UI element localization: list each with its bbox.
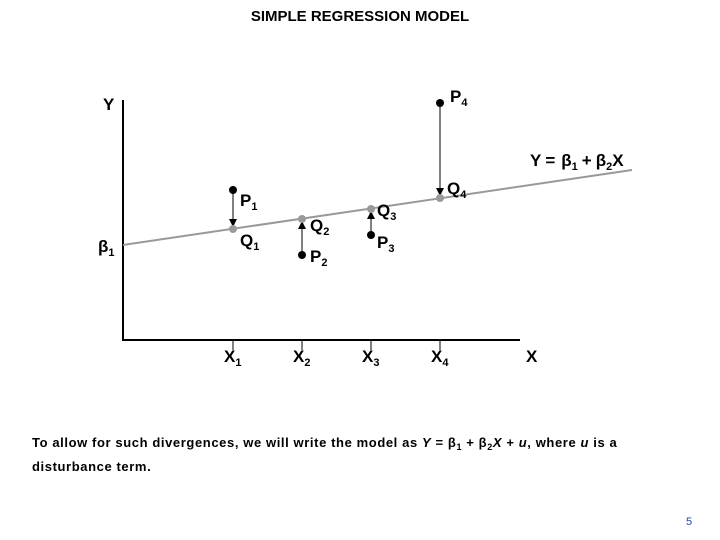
caption-text: β bbox=[447, 435, 457, 450]
text-part: β bbox=[561, 151, 571, 170]
caption-text: β bbox=[478, 435, 488, 450]
text-part: 1 bbox=[572, 161, 578, 173]
caption-text: + bbox=[502, 435, 519, 450]
x-label: X1 bbox=[224, 347, 241, 369]
text-part: 4 bbox=[461, 97, 468, 109]
text-part: 3 bbox=[388, 243, 394, 255]
text-part: 3 bbox=[390, 211, 396, 223]
caption-text: is a disturbance term. bbox=[32, 435, 618, 474]
text-part: β bbox=[98, 237, 108, 256]
q-point bbox=[298, 215, 306, 223]
text-part: X bbox=[224, 347, 236, 366]
text-part: 2 bbox=[304, 357, 310, 369]
line-equation: Y = β1 + β2X bbox=[530, 151, 624, 173]
title: SIMPLE REGRESSION MODEL bbox=[251, 8, 469, 25]
q-point bbox=[436, 194, 444, 202]
text-part: 1 bbox=[253, 241, 259, 253]
caption-text: X bbox=[492, 435, 503, 450]
text-part: 2 bbox=[321, 257, 327, 269]
p-label: P3 bbox=[377, 233, 394, 255]
text-part: 3 bbox=[373, 357, 379, 369]
text-part: X bbox=[362, 347, 374, 366]
text-part: 2 bbox=[323, 226, 329, 238]
caption-text: = bbox=[431, 435, 448, 450]
text-part: Y bbox=[530, 151, 542, 170]
text-part: Q bbox=[310, 216, 323, 235]
x-label: X3 bbox=[362, 347, 379, 369]
p-label: P1 bbox=[240, 191, 257, 213]
text-part: P bbox=[450, 87, 461, 106]
text-part: = bbox=[545, 151, 555, 170]
text-part: P bbox=[310, 247, 321, 266]
caption-text: u bbox=[580, 435, 590, 450]
text-part: X bbox=[431, 347, 443, 366]
text-part: X bbox=[293, 347, 305, 366]
caption-text: u bbox=[518, 435, 528, 450]
x-label: X4 bbox=[431, 347, 449, 369]
p-label: P2 bbox=[310, 247, 327, 269]
q-label: Q4 bbox=[447, 179, 467, 201]
y-axis-label: Y bbox=[103, 95, 115, 114]
caption: To allow for such divergences, we will w… bbox=[32, 433, 672, 476]
page-number: 5 bbox=[686, 516, 693, 528]
caption-text: To allow for such divergences, we will w… bbox=[32, 435, 422, 450]
p-point bbox=[229, 186, 237, 194]
text-part: 2 bbox=[606, 161, 612, 173]
text-part: 4 bbox=[442, 357, 449, 369]
caption-text: 2 bbox=[487, 442, 493, 452]
text-part: 1 bbox=[251, 201, 257, 213]
regression-line bbox=[122, 169, 633, 246]
text-part: + bbox=[582, 151, 592, 170]
text-part: P bbox=[377, 233, 388, 252]
text-part: Q bbox=[240, 231, 253, 250]
text-part: β bbox=[596, 151, 606, 170]
caption-text: , where bbox=[527, 435, 581, 450]
caption-text: 1 bbox=[456, 442, 463, 452]
q-point bbox=[367, 205, 375, 213]
intercept-label: β1 bbox=[98, 237, 115, 259]
p-point bbox=[436, 99, 444, 107]
text-part: X bbox=[612, 151, 624, 170]
x-axis-label: X bbox=[526, 347, 538, 366]
text-part: 1 bbox=[235, 357, 241, 369]
text-part: 4 bbox=[460, 189, 467, 201]
p-point bbox=[298, 251, 306, 259]
x-label: X2 bbox=[293, 347, 310, 369]
text-part: Q bbox=[377, 201, 390, 220]
text-part: Q bbox=[447, 179, 460, 198]
text-part: P bbox=[240, 191, 251, 210]
text-part: 1 bbox=[108, 247, 114, 259]
q-label: Q1 bbox=[240, 231, 259, 253]
q-label: Q2 bbox=[310, 216, 329, 238]
p-label: P4 bbox=[450, 87, 468, 109]
q-label: Q3 bbox=[377, 201, 396, 223]
q-point bbox=[229, 225, 237, 233]
caption-text: Y bbox=[421, 435, 432, 450]
p-point bbox=[367, 231, 375, 239]
caption-text: + bbox=[462, 435, 479, 450]
